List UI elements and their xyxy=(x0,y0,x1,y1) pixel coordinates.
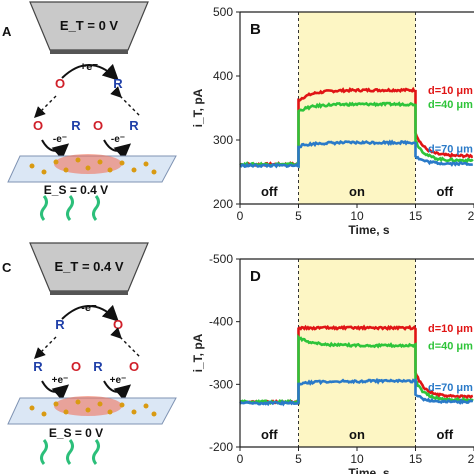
substrate-species-right-red: R xyxy=(129,118,139,133)
series-label-d40: d=40 μm xyxy=(428,99,473,111)
region-label-on: on xyxy=(349,184,365,199)
tip-face xyxy=(50,50,128,54)
series-trace-d70 xyxy=(239,139,474,169)
y-tick-label: 300 xyxy=(213,133,233,147)
x-axis-title: Time, s xyxy=(348,466,389,474)
illuminated-spot xyxy=(54,396,122,416)
panel-letter-b: B xyxy=(250,21,261,38)
substrate-electron-right: +e⁻ xyxy=(110,375,127,386)
x-axis-title: Time, s xyxy=(348,223,389,237)
x-tick-label: 5 xyxy=(295,209,302,223)
y-tick-label: 500 xyxy=(213,5,233,19)
y-tick-label: -300 xyxy=(209,377,233,391)
y-axis-title: i_T, pA xyxy=(191,333,205,372)
region-label-on: on xyxy=(349,427,365,442)
region-label-off: off xyxy=(436,427,453,442)
series-trace-d70 xyxy=(239,377,474,407)
tip-species-left: R xyxy=(55,317,65,332)
schematic-a: A E_T = 0 V +e⁻ O R O R -e⁻ O R -e⁻ E_S … xyxy=(2,1,177,221)
tip-electron-label: -e⁻ xyxy=(81,302,97,314)
nanoparticles xyxy=(29,399,157,417)
tip-potential-label: E_T = 0 V xyxy=(60,18,118,33)
panel-letter-c: C xyxy=(2,260,12,275)
on-region-shading xyxy=(298,12,416,204)
series-label-d40: d=40 μm xyxy=(428,340,473,352)
substrate-electron-left: +e⁻ xyxy=(52,375,69,386)
diffusion-arrow-left xyxy=(34,336,57,359)
diffusion-arrow-right xyxy=(110,327,141,358)
x-tick-label: 2 xyxy=(468,209,474,223)
tip-species-right: R xyxy=(113,76,123,91)
substrate-cycle-arrow-left xyxy=(41,380,70,401)
y-tick-label: 400 xyxy=(213,69,233,83)
substrate-species-right-ox: O xyxy=(93,118,103,133)
substrate-electron-left: -e⁻ xyxy=(53,134,67,145)
y-tick-label: 200 xyxy=(213,197,233,211)
illuminated-spot xyxy=(54,154,122,174)
y-tick-label: -500 xyxy=(209,252,233,266)
region-label-off: off xyxy=(261,427,278,442)
y-axis-title: i_T, pA xyxy=(191,88,205,127)
x-tick-label: 0 xyxy=(237,452,244,466)
series-trace-d40 xyxy=(239,333,474,405)
substrate-species-left-ox: O xyxy=(71,359,81,374)
tip-reaction-arrow xyxy=(61,63,119,81)
x-tick-label: 5 xyxy=(295,452,302,466)
series-label-d70: d=70 μm xyxy=(428,144,473,156)
diffusion-arrow-left xyxy=(34,95,57,118)
nanoparticles xyxy=(29,157,157,175)
substrate-cycle-arrow-left xyxy=(41,139,70,160)
tip-face xyxy=(50,291,128,295)
x-tick-label: 0 xyxy=(237,209,244,223)
substrate-potential-label: E_S = 0 V xyxy=(49,426,103,440)
series-label-d10: d=10 μm xyxy=(428,85,473,97)
substrate-electron-right: -e⁻ xyxy=(111,134,125,145)
substrate-species-right-ox: O xyxy=(129,359,139,374)
x-tick-label: 15 xyxy=(409,452,423,466)
x-tick-label: 10 xyxy=(350,209,364,223)
substrate-cycle-arrow-right xyxy=(103,139,132,160)
x-tick-label: 2 xyxy=(468,452,474,466)
y-tick-label: -400 xyxy=(209,315,233,329)
tip-species-left: O xyxy=(55,76,65,91)
region-label-off: off xyxy=(261,184,278,199)
panel-letter-a: A xyxy=(2,24,12,39)
diffusion-arrow-right xyxy=(110,86,141,117)
chart-panel-d: d=10 μm d=40 μm d=70 μm off on off -200 -300 -40… xyxy=(191,252,474,474)
tip-potential-label: E_T = 0.4 V xyxy=(54,259,123,274)
y-tick-label: -200 xyxy=(209,440,233,454)
series-label-d10: d=10 μm xyxy=(428,323,473,335)
tip-reaction-arrow xyxy=(61,304,119,322)
x-tick-label: 10 xyxy=(350,452,364,466)
substrate-species-left-red: R xyxy=(33,359,43,374)
panel-letter-d: D xyxy=(250,268,261,285)
series-label-d70: d=70 μm xyxy=(428,382,473,394)
light-waves xyxy=(40,439,100,465)
schematic-c: C E_T = 0.4 V -e⁻ R O R O +e⁻ R O +e⁻ E_… xyxy=(2,242,177,465)
tip-species-right: O xyxy=(113,317,123,332)
substrate-cycle-arrow-right xyxy=(103,380,132,401)
region-label-off: off xyxy=(436,184,453,199)
on-region-shading xyxy=(298,259,416,447)
tip-electron-label: +e⁻ xyxy=(80,61,99,73)
light-waves xyxy=(40,195,100,221)
x-tick-label: 15 xyxy=(409,209,423,223)
substrate-species-right-red: R xyxy=(93,359,103,374)
substrate-species-left-ox: O xyxy=(33,118,43,133)
substrate-potential-label: E_S = 0.4 V xyxy=(44,183,108,197)
substrate-species-left-red: R xyxy=(71,118,81,133)
